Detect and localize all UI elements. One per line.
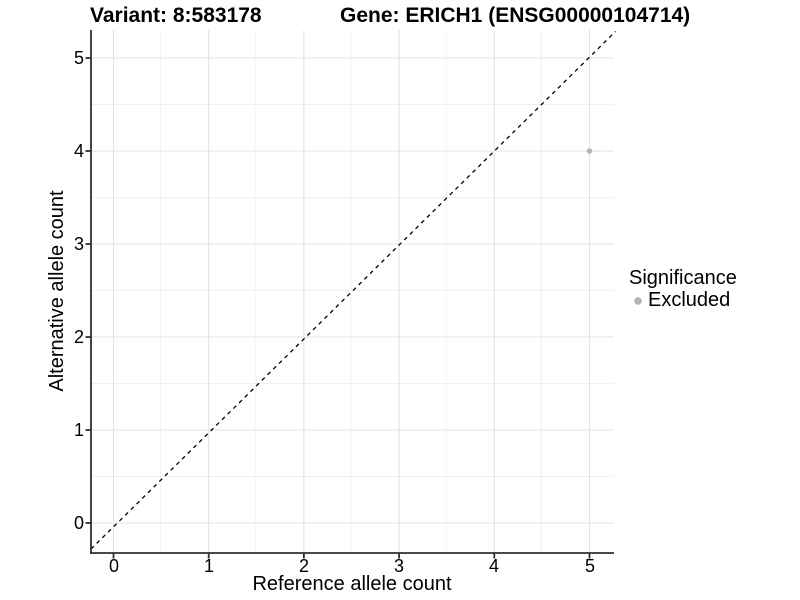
data-point <box>586 148 593 154</box>
plot-title-gene: Gene: ERICH1 (ENSG00000104714) <box>340 4 691 27</box>
y-tick-label-3: 3 <box>73 234 84 254</box>
y-tick-label-0: 0 <box>73 513 84 533</box>
y-tick-label-1: 1 <box>73 420 84 440</box>
legend-title: Significance <box>629 267 737 289</box>
grid-major <box>91 30 614 553</box>
y-axis-title: Alternative allele count <box>46 190 68 392</box>
x-tick-label-2: 2 <box>298 556 309 576</box>
x-tick-label-0: 0 <box>108 556 119 576</box>
legend-item-excluded: Excluded <box>648 289 731 311</box>
y-tick-label-5: 5 <box>73 48 84 68</box>
x-tick-label-3: 3 <box>393 556 404 576</box>
grid-minor <box>91 30 614 553</box>
x-tick-label-1: 1 <box>203 556 214 576</box>
x-axis-title: Reference allele count <box>252 573 452 595</box>
y-tick-label-2: 2 <box>73 327 84 347</box>
data-points <box>586 148 593 154</box>
x-tick-label-5: 5 <box>584 556 595 576</box>
legend-key-circle-icon <box>634 297 642 305</box>
identity-reference-line <box>90 31 616 550</box>
plot-title-variant: Variant: 8:583178 <box>90 4 262 27</box>
y-tick-label-4: 4 <box>73 141 84 161</box>
axis-lines <box>85 30 614 559</box>
x-tick-label-4: 4 <box>488 556 499 576</box>
